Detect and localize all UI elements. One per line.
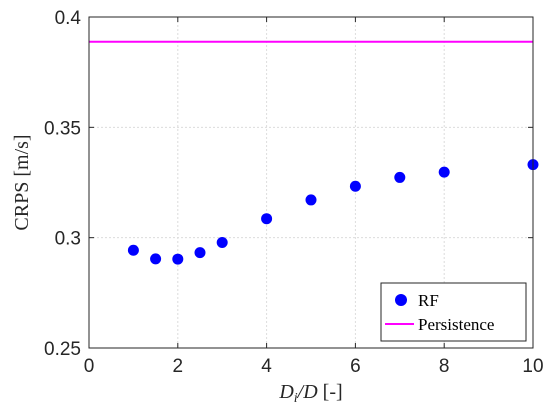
legend: RF Persistence	[380, 282, 527, 342]
x-tick-label: 0	[84, 356, 95, 377]
y-axis-ticks: 0.25 0.3 0.35 0.4	[44, 8, 533, 360]
rf-point	[438, 166, 450, 178]
rf-point	[349, 180, 361, 192]
legend-rf-label: RF	[418, 291, 439, 310]
legend-rf-marker	[395, 294, 407, 306]
x-tick-label: 2	[173, 356, 184, 377]
rf-point	[150, 253, 162, 265]
rf-point	[394, 171, 406, 183]
x-axis-label-rest: /D	[297, 381, 319, 403]
legend-box	[380, 282, 527, 342]
rf-point	[172, 253, 184, 265]
rf-points-layer	[127, 159, 539, 265]
y-tick-label: 0.25	[44, 339, 81, 360]
y-axis-label: CRPS [m/s]	[11, 134, 33, 230]
rf-point	[261, 213, 273, 225]
y-tick-label: 0.35	[44, 118, 81, 139]
legend-persistence-label: Persistence	[418, 315, 494, 334]
x-tick-label: 8	[439, 356, 450, 377]
x-tick-label: 6	[350, 356, 361, 377]
x-axis-label: Di/D [-]	[278, 381, 342, 406]
y-tick-label: 0.4	[55, 8, 82, 29]
x-axis-label-main: D	[278, 381, 294, 403]
x-tick-label: 10	[522, 356, 543, 377]
rf-point	[127, 244, 139, 256]
y-tick-label: 0.3	[55, 229, 81, 250]
rf-point	[194, 247, 206, 259]
x-axis-ticks: 0 2 4 6 8 10	[84, 17, 544, 377]
plot-frame	[88, 16, 534, 349]
rf-point	[305, 194, 317, 206]
rf-point	[216, 237, 228, 249]
x-axis-label-subscript: i	[294, 391, 298, 406]
x-tick-label: 4	[261, 356, 272, 377]
x-axis-label-unit: [-]	[318, 381, 343, 403]
